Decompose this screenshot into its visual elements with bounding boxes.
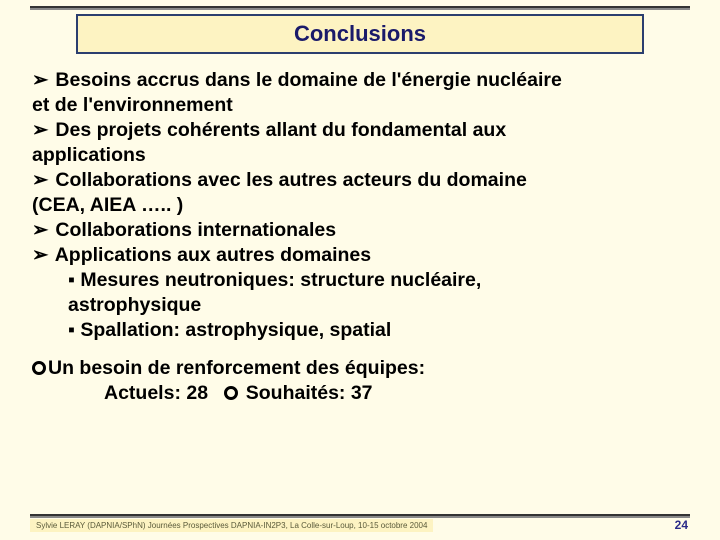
bullet-1-cont: et de l'environnement [32,93,688,118]
actuels: Actuels: 28 [104,382,208,404]
ring-icon [224,386,238,400]
bullet-2: ➢ Des projets cohérents allant du fondam… [32,118,688,143]
footer-divider [30,514,690,518]
bullet-text: Collaborations internationales [55,219,336,241]
bullet-2-cont: applications [32,143,688,168]
arrow-icon: ➢ [32,218,50,243]
slide-title: Conclusions [294,21,426,47]
summary-line1: Un besoin de renforcement des équipes: [32,356,688,381]
arrow-icon: ➢ [32,243,50,268]
arrow-icon: ➢ [32,118,50,143]
bullet-1: ➢ Besoins accrus dans le domaine de l'én… [32,68,688,93]
sub-2: ▪ Spallation: astrophysique, spatial [32,318,688,343]
square-icon: ▪ [68,319,75,341]
summary-text: Un besoin de renforcement des équipes: [48,357,425,379]
summary-line2: Actuels: 28 Souhaités: 37 [32,381,688,406]
bullet-5: ➢ Applications aux autres domaines [32,243,688,268]
footer-text: Sylvie LERAY (DAPNIA/SPhN) Journées Pros… [30,519,433,532]
bullet-3-cont: (CEA, AIEA ….. ) [32,193,688,218]
bullet-4: ➢ Collaborations internationales [32,218,688,243]
page-number: 24 [675,518,688,532]
arrow-icon: ➢ [32,168,50,193]
content-area: ➢ Besoins accrus dans le domaine de l'én… [32,68,688,406]
bullet-3: ➢ Collaborations avec les autres acteurs… [32,168,688,193]
sub-text: Mesures neutroniques: structure nucléair… [80,269,481,291]
bullet-text: Besoins accrus dans le domaine de l'éner… [55,69,561,91]
spacer [32,342,688,356]
sub-1: ▪ Mesures neutroniques: structure nucléa… [32,268,688,293]
square-icon: ▪ [68,269,75,291]
ring-icon [32,361,46,375]
bullet-text: Collaborations avec les autres acteurs d… [55,169,526,191]
arrow-icon: ➢ [32,68,50,93]
sub-1-cont: astrophysique [32,293,688,318]
bullet-text: Des projets cohérents allant du fondamen… [55,119,506,141]
souhaites: Souhaités: 37 [246,382,373,404]
sub-text: Spallation: astrophysique, spatial [80,319,391,341]
title-box: Conclusions [76,14,644,54]
bullet-text: Applications aux autres domaines [55,244,371,266]
top-divider [30,6,690,10]
